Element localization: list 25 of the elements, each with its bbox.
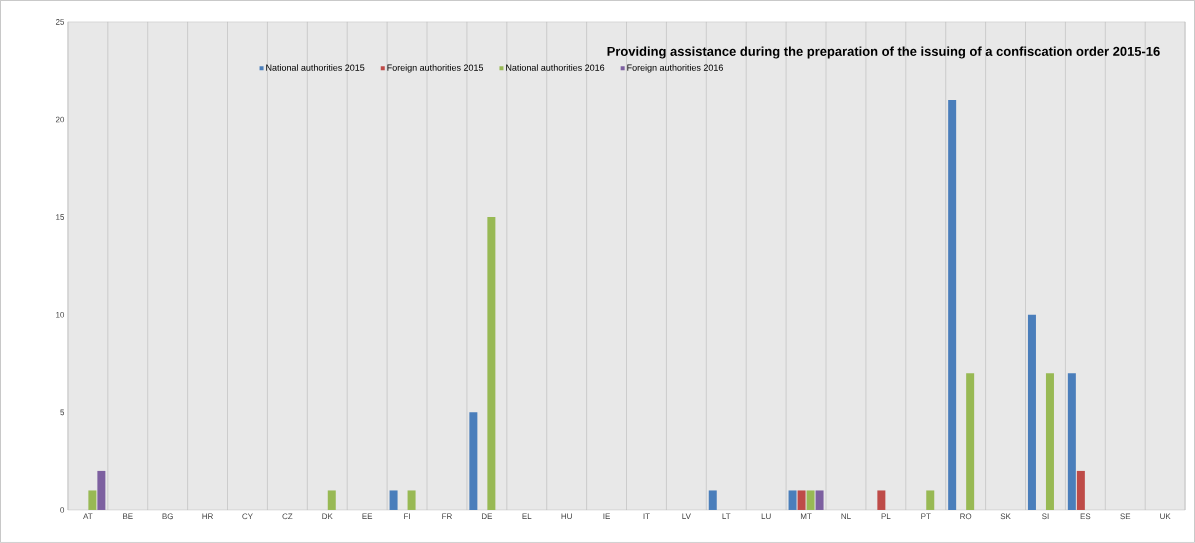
legend-label: National authorities 2016	[506, 64, 605, 71]
bar	[948, 100, 957, 511]
legend-label: National authorities 2015	[266, 64, 365, 71]
bar	[797, 490, 806, 511]
bar	[1067, 373, 1076, 511]
bar	[1076, 470, 1085, 511]
bar	[487, 217, 496, 511]
bar	[97, 470, 106, 511]
bar	[469, 412, 478, 511]
bar	[708, 490, 717, 511]
bar	[815, 490, 824, 511]
bar	[88, 490, 97, 511]
bar	[966, 373, 975, 511]
bar	[389, 490, 398, 511]
bar	[327, 490, 336, 511]
text: Providing assistance during the preparation of the issuing of a confiscation order 2015-16	[607, 46, 1160, 59]
bar	[877, 490, 886, 511]
legend-label: Foreign authorities 2016	[627, 64, 723, 73]
bar	[788, 490, 797, 511]
bar	[407, 490, 416, 511]
bar	[1027, 314, 1036, 511]
legend-label: Foreign authorities 2015	[387, 64, 484, 73]
bar	[806, 490, 815, 511]
bar	[1045, 373, 1054, 511]
bar	[926, 490, 935, 511]
